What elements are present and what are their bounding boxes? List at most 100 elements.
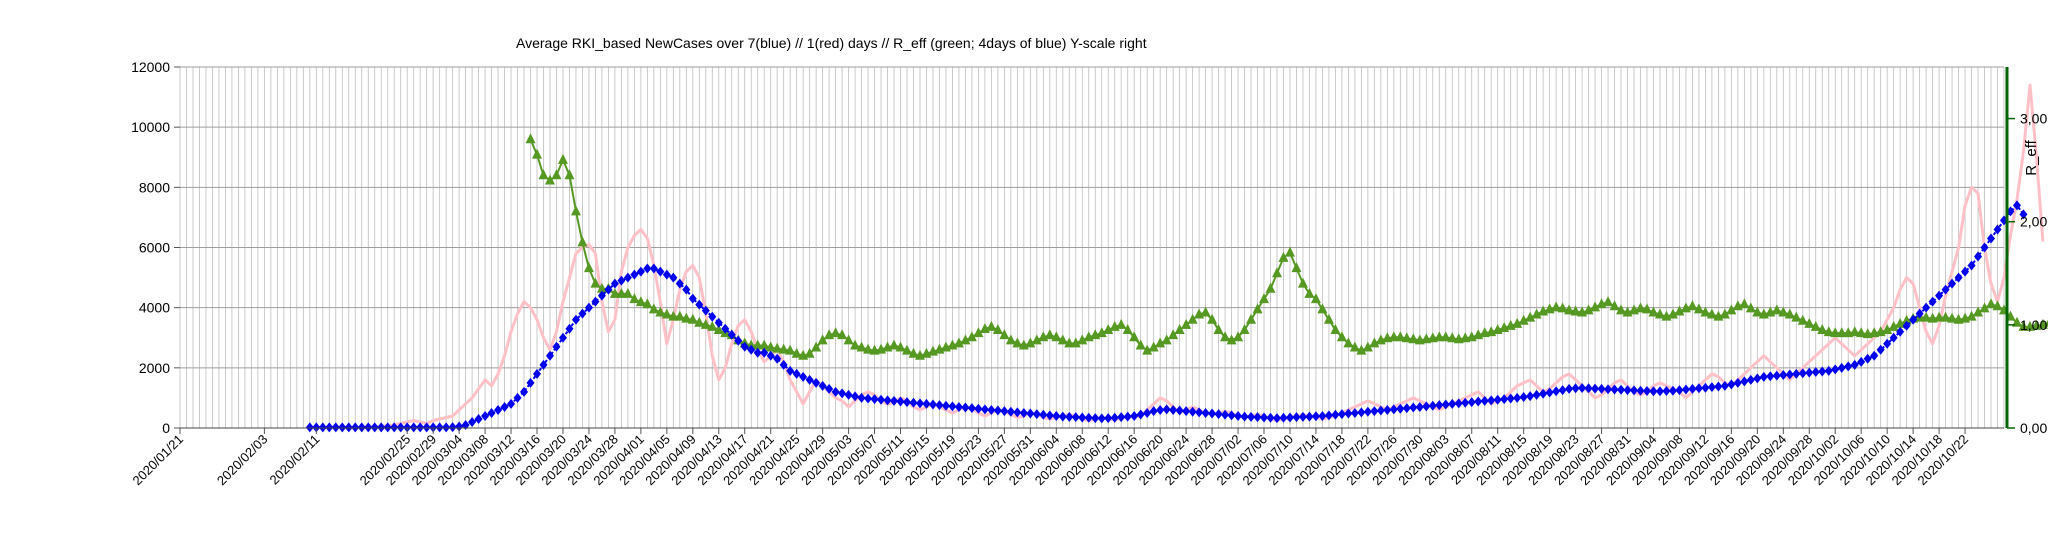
data-point-diamond <box>708 311 717 322</box>
data-point-diamond <box>903 397 912 408</box>
data-point-triangle <box>1220 331 1231 342</box>
data-point-diamond <box>1578 382 1587 393</box>
data-point-triangle <box>1278 251 1289 262</box>
data-point-diamond <box>429 422 438 433</box>
data-point-diamond <box>1915 308 1924 319</box>
data-point-diamond <box>403 422 412 433</box>
data-point-diamond <box>1344 408 1353 419</box>
data-point-diamond <box>1363 406 1372 417</box>
data-point-triangle <box>1291 262 1302 273</box>
data-point-diamond <box>1149 406 1158 417</box>
data-point-triangle <box>1856 327 1867 338</box>
data-point-triangle <box>960 334 971 345</box>
data-point-diamond <box>1292 412 1301 423</box>
data-point-triangle <box>1778 306 1789 317</box>
data-point-triangle <box>1687 300 1698 311</box>
data-point-triangle <box>1388 331 1399 342</box>
data-point-diamond <box>1467 397 1476 408</box>
data-point-diamond <box>1331 409 1340 420</box>
data-point-diamond <box>1221 409 1230 420</box>
data-point-diamond <box>1383 404 1392 415</box>
data-point-triangle <box>1726 304 1737 315</box>
data-point-diamond <box>494 404 503 415</box>
data-point-diamond <box>623 272 632 283</box>
data-point-diamond <box>461 419 470 430</box>
data-point-diamond <box>967 403 976 414</box>
data-point-diamond <box>422 422 431 433</box>
data-point-triangle <box>1921 311 1932 322</box>
data-point-triangle <box>1564 304 1575 315</box>
data-point-triangle <box>1895 317 1906 328</box>
data-point-diamond <box>1733 377 1742 388</box>
data-point-triangle <box>687 313 698 324</box>
data-point-triangle <box>778 343 789 354</box>
data-point-diamond <box>1298 411 1307 422</box>
data-point-triangle <box>1330 324 1341 335</box>
data-point-diamond <box>344 422 353 433</box>
data-point-diamond <box>1441 399 1450 410</box>
data-point-triangle <box>1590 301 1601 312</box>
data-point-triangle <box>1122 324 1133 335</box>
data-point-diamond <box>1078 412 1087 423</box>
data-point-diamond <box>1740 376 1749 387</box>
data-point-diamond <box>1623 385 1632 396</box>
data-point-diamond <box>1376 405 1385 416</box>
data-point-triangle <box>1979 302 1990 313</box>
data-point-diamond <box>2012 200 2021 211</box>
data-point-triangle <box>1447 332 1458 343</box>
data-point-diamond <box>617 275 626 286</box>
data-point-diamond <box>357 422 366 433</box>
data-point-diamond <box>786 365 795 376</box>
data-point-diamond <box>1681 384 1690 395</box>
data-point-diamond <box>1584 383 1593 394</box>
data-point-diamond <box>1759 371 1768 382</box>
data-point-diamond <box>1558 385 1567 396</box>
data-point-diamond <box>1136 409 1145 420</box>
data-point-triangle <box>1148 341 1159 352</box>
data-point-triangle <box>863 343 874 354</box>
data-point-diamond <box>1610 384 1619 395</box>
data-point-diamond <box>1792 368 1801 379</box>
data-point-diamond <box>714 317 723 328</box>
data-point-diamond <box>377 422 386 433</box>
data-point-diamond <box>1746 374 1755 385</box>
data-point-diamond <box>695 299 704 310</box>
data-point-triangle <box>1719 308 1730 319</box>
data-point-diamond <box>1045 410 1054 421</box>
data-point-diamond <box>747 344 756 355</box>
data-point-triangle <box>1343 337 1354 348</box>
data-point-triangle <box>577 236 588 247</box>
data-point-diamond <box>636 266 645 277</box>
data-point-diamond <box>1850 359 1859 370</box>
data-point-diamond <box>753 347 762 358</box>
data-point-diamond <box>961 402 970 413</box>
data-point-diamond <box>1182 406 1191 417</box>
data-point-diamond <box>1954 272 1963 283</box>
data-point-triangle <box>1213 324 1224 335</box>
data-point-diamond <box>1279 412 1288 423</box>
data-point-triangle <box>1434 331 1445 342</box>
data-point-diamond <box>312 422 321 433</box>
data-point-diamond <box>1837 362 1846 373</box>
data-point-diamond <box>1519 392 1528 403</box>
data-point-diamond <box>558 332 567 343</box>
data-point-diamond <box>1260 412 1269 423</box>
data-point-diamond <box>1247 411 1256 422</box>
data-point-triangle <box>1804 317 1815 328</box>
data-point-diamond <box>526 377 535 388</box>
data-point-diamond <box>1526 391 1535 402</box>
data-point-diamond <box>1357 407 1366 418</box>
data-point-triangle <box>700 318 711 329</box>
data-point-diamond <box>1104 413 1113 424</box>
data-point-triangle <box>1265 282 1276 293</box>
data-point-diamond <box>565 323 574 334</box>
data-point-triangle <box>895 341 906 352</box>
data-point-diamond <box>721 323 730 334</box>
data-point-diamond <box>1285 412 1294 423</box>
data-point-triangle <box>1336 331 1347 342</box>
data-point-diamond <box>1415 401 1424 412</box>
data-point-diamond <box>1389 404 1398 415</box>
data-point-diamond <box>1513 392 1522 403</box>
data-point-triangle <box>1836 327 1847 338</box>
